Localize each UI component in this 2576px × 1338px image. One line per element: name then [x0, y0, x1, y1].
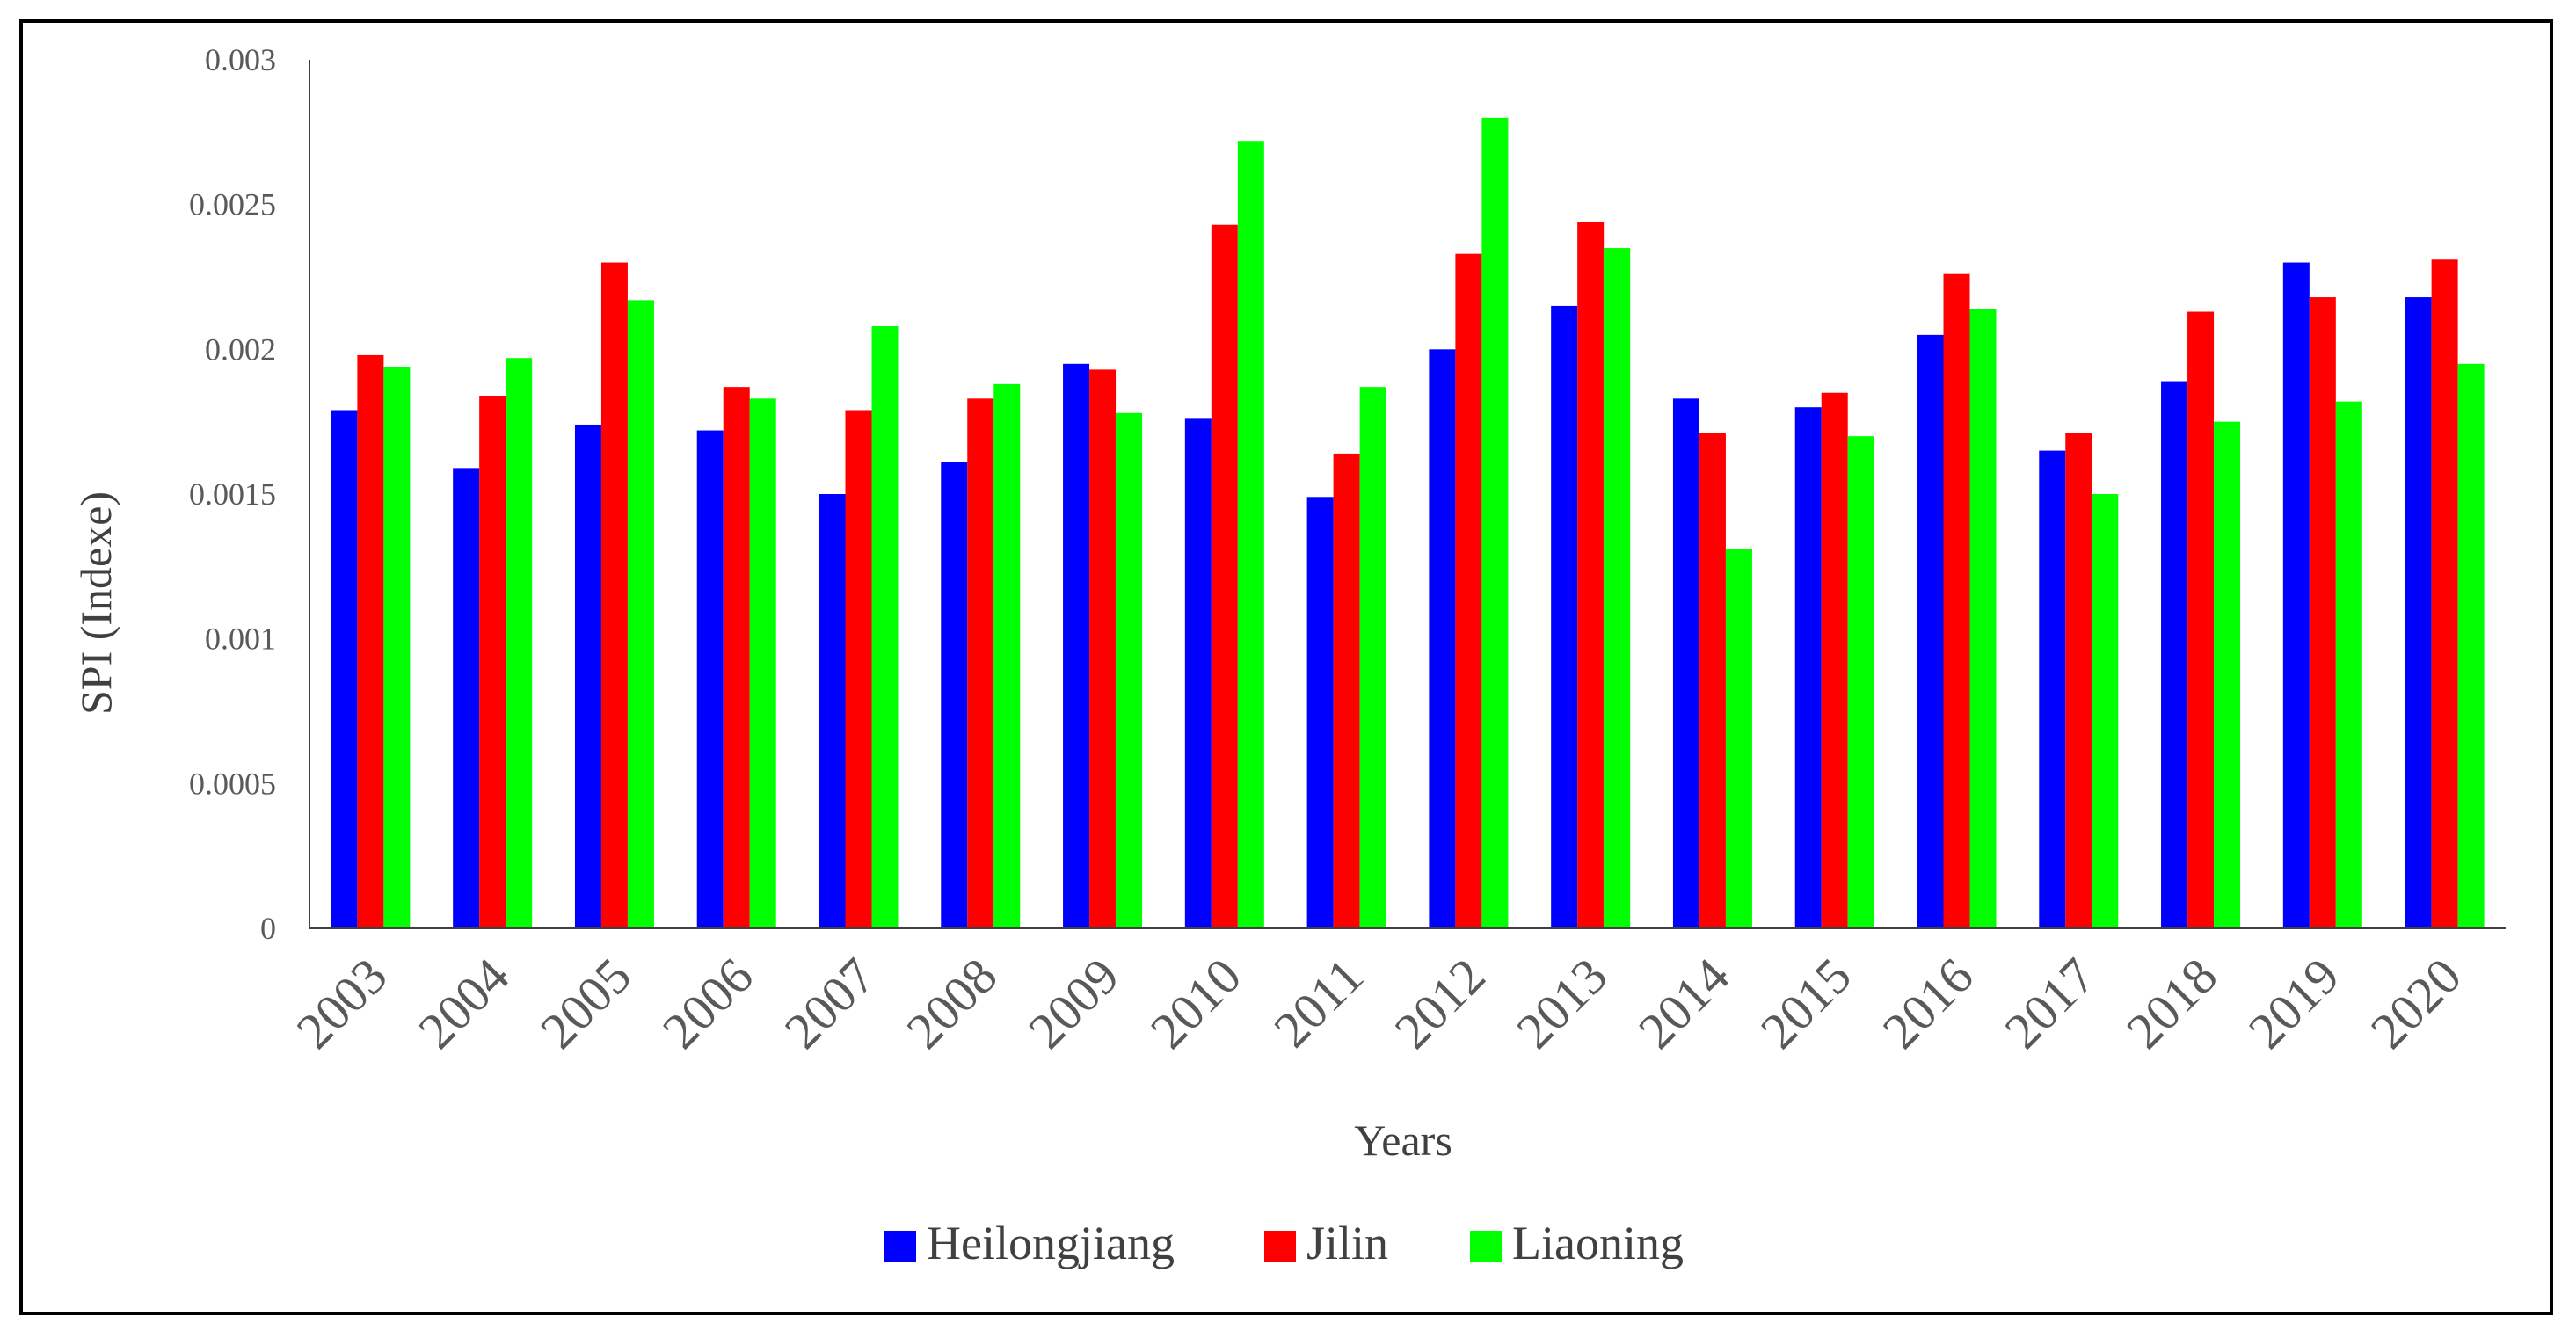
bar-heilongjiang-2020 [2405, 297, 2432, 928]
legend-label-liaoning: Liaoning [1512, 1217, 1684, 1269]
bar-liaoning-2008 [993, 383, 1021, 928]
legend: Heilongjiang Jilin Liaoning [884, 1217, 1684, 1269]
bar-liaoning-2005 [627, 300, 654, 928]
bar-liaoning-2020 [2457, 363, 2485, 928]
bar-jilin-2013 [1577, 222, 1605, 929]
bar-liaoning-2010 [1237, 141, 1264, 929]
bar-liaoning-2011 [1359, 387, 1386, 928]
bar-liaoning-2016 [1969, 309, 1997, 928]
bar-heilongjiang-2018 [2161, 381, 2188, 928]
chart-frame: 0 0.0005 0.001 0.0015 0.002 0.0025 0.003 2003 2… [19, 19, 2553, 1315]
x-tick-label: 2003 [286, 947, 398, 1059]
y-tick-label: 0 [260, 911, 276, 946]
x-tick-label: 2013 [1505, 947, 1618, 1059]
bar-jilin-2016 [1943, 273, 1970, 928]
y-tick-label: 0.001 [205, 622, 276, 657]
bar-heilongjiang-2011 [1306, 497, 1334, 928]
bar-liaoning-2017 [2092, 494, 2119, 928]
x-tick-label: 2015 [1750, 947, 1862, 1059]
bar-heilongjiang-2007 [819, 494, 846, 928]
y-tick-label: 0.0025 [189, 187, 276, 222]
bar-jilin-2006 [723, 387, 750, 928]
bar-liaoning-2007 [871, 325, 899, 928]
x-tick-label: 2016 [1872, 947, 1984, 1059]
bar-heilongjiang-2012 [1429, 349, 1456, 928]
bar-heilongjiang-2005 [574, 424, 601, 929]
bar-jilin-2005 [600, 262, 628, 928]
bar-liaoning-2014 [1725, 549, 1752, 928]
bar-liaoning-2019 [2335, 401, 2362, 928]
legend-swatch-heilongjiang [884, 1231, 916, 1262]
bar-heilongjiang-2017 [2039, 450, 2066, 928]
bar-liaoning-2018 [2214, 421, 2241, 929]
x-tick-label: 2007 [774, 947, 886, 1059]
bar-heilongjiang-2015 [1794, 407, 1822, 928]
bar-jilin-2014 [1699, 433, 1726, 929]
y-axis-title: SPI (Indexe) [71, 491, 120, 715]
bar-jilin-2017 [2065, 433, 2092, 929]
bar-jilin-2003 [357, 354, 384, 928]
x-tick-label: 2005 [529, 947, 642, 1059]
bar-heilongjiang-2016 [1917, 334, 1944, 928]
bar-heilongjiang-2019 [2282, 262, 2310, 928]
bar-jilin-2009 [1089, 369, 1117, 928]
bar-jilin-2011 [1333, 453, 1360, 928]
bar-jilin-2007 [845, 410, 872, 928]
bar-jilin-2019 [2309, 297, 2336, 928]
x-tick-label: 2018 [2115, 947, 2228, 1059]
x-tick-label: 2004 [407, 947, 520, 1059]
bar-liaoning-2006 [749, 398, 776, 928]
bar-jilin-2008 [967, 398, 994, 928]
legend-swatch-liaoning [1470, 1231, 1502, 1262]
bar-liaoning-2009 [1116, 412, 1143, 929]
bar-heilongjiang-2003 [331, 410, 358, 928]
bar-heilongjiang-2013 [1551, 305, 1578, 928]
bar-heilongjiang-2009 [1063, 363, 1090, 928]
legend-label-jilin: Jilin [1306, 1217, 1388, 1269]
y-tick-label: 0.003 [205, 42, 276, 77]
x-tick-label: 2014 [1627, 947, 1740, 1059]
bar-jilin-2020 [2431, 259, 2458, 928]
legend-swatch-jilin [1264, 1231, 1296, 1262]
bar-jilin-2018 [2187, 311, 2215, 928]
x-axis-title: Years [1354, 1116, 1452, 1165]
x-tick-label: 2008 [895, 947, 1008, 1059]
bar-liaoning-2013 [1604, 248, 1631, 929]
x-tick-label: 2017 [1993, 947, 2106, 1059]
y-tick-label: 0.0005 [189, 766, 276, 801]
bar-liaoning-2003 [383, 367, 411, 928]
x-tick-labels: 2003 2004 2005 2006 2007 2008 2009 2010 2011 2012… [286, 947, 2472, 1059]
bar-liaoning-2012 [1481, 117, 1509, 928]
bar-heilongjiang-2014 [1672, 398, 1699, 928]
bars [331, 117, 2485, 929]
x-tick-label: 2020 [2360, 947, 2472, 1059]
x-tick-label: 2012 [1384, 947, 1496, 1059]
bar-jilin-2012 [1455, 253, 1482, 928]
bar-jilin-2010 [1211, 224, 1238, 929]
y-tick-label: 0.002 [205, 331, 276, 367]
x-tick-label: 2011 [1263, 947, 1373, 1058]
bar-heilongjiang-2008 [941, 462, 968, 928]
bar-heilongjiang-2006 [696, 430, 724, 929]
bar-liaoning-2004 [506, 358, 533, 928]
bar-heilongjiang-2004 [453, 468, 480, 928]
y-tick-labels: 0 0.0005 0.001 0.0015 0.002 0.0025 0.003 [189, 42, 276, 946]
bar-liaoning-2015 [1847, 436, 1874, 929]
x-tick-label: 2019 [2238, 947, 2350, 1059]
x-tick-label: 2006 [651, 947, 764, 1059]
x-tick-label: 2009 [1017, 947, 1130, 1059]
bar-jilin-2004 [479, 396, 506, 928]
legend-label-heilongjiang: Heilongjiang [927, 1217, 1175, 1269]
x-tick-label: 2010 [1139, 947, 1252, 1059]
bar-jilin-2015 [1821, 392, 1848, 928]
y-tick-label: 0.0015 [189, 476, 276, 512]
bar-heilongjiang-2010 [1184, 418, 1212, 929]
